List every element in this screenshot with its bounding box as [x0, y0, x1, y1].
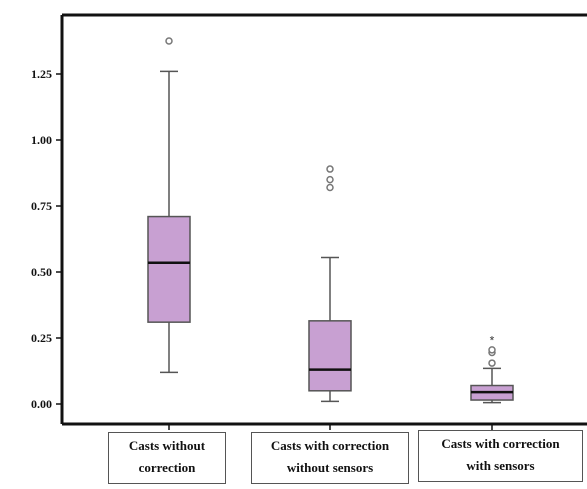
box-2 — [308, 320, 352, 392]
extreme-marker-1: * — [490, 333, 495, 347]
outlier-2-3 — [326, 165, 334, 173]
y-tick-label-3: 0.75 — [31, 199, 52, 213]
category-label-1-line-1: Casts without — [128, 438, 206, 453]
category-label-1-line-2: correction — [138, 460, 196, 475]
y-tick-label-0: 0.00 — [31, 397, 52, 411]
box-1 — [147, 215, 191, 323]
category-label-2-line-1: Casts with correction — [270, 438, 390, 453]
outlier-2-1 — [326, 183, 334, 192]
y-tick-label-2: 0.50 — [31, 265, 52, 279]
category-label-box-2: Casts with correction without sensors — [251, 432, 409, 484]
outlier-2-2 — [326, 175, 334, 184]
y-tick-label-1: 0.25 — [31, 331, 52, 345]
category-label-3-line-2: with sensors — [466, 458, 535, 473]
category-label-2-line-2: without sensors — [286, 460, 374, 475]
outlier-3-3 — [488, 346, 496, 354]
category-label-box-1: Casts without correction — [108, 432, 226, 484]
category-label-box-3: Casts with correction with sensors — [418, 430, 583, 482]
category-label-3-line-1: Casts with correction — [441, 436, 560, 451]
outlier-1-1 — [165, 37, 173, 45]
y-tick-label-5: 1.25 — [31, 67, 52, 81]
y-tick-label-4: 1.00 — [31, 133, 52, 147]
outlier-3-1 — [488, 359, 496, 367]
